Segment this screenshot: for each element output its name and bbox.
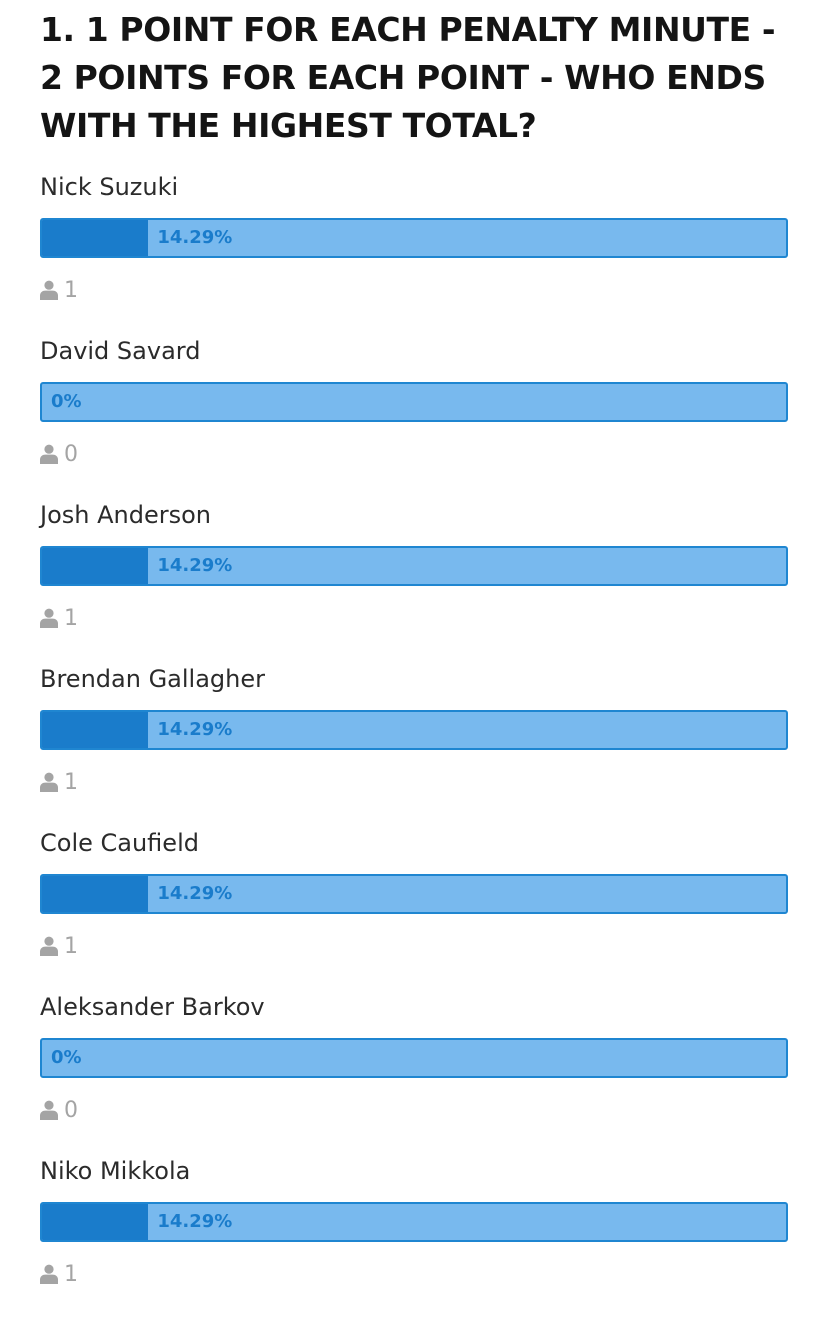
option-label: Aleksander Barkov (40, 993, 265, 1021)
voters[interactable]: 1 (40, 272, 78, 308)
poll-option: Brendan Gallagher 14.29% 1 (40, 664, 788, 828)
user-icon (40, 1264, 58, 1284)
poll: 1. 1 POINT FOR EACH PENALTY MINUTE - 2 P… (40, 0, 788, 1320)
option-label: Cole Caufield (40, 829, 199, 857)
voters[interactable]: 1 (40, 764, 78, 800)
result-percentage: 14.29% (157, 1211, 233, 1232)
result-percentage: 0% (51, 391, 82, 412)
voter-count: 0 (64, 441, 78, 467)
option-label: Nick Suzuki (40, 173, 179, 201)
poll-option: Aleksander Barkov 0% 0 (40, 992, 788, 1156)
voters[interactable]: 1 (40, 1256, 78, 1292)
option-label: Brendan Gallagher (40, 665, 265, 693)
poll-question: 1. 1 POINT FOR EACH PENALTY MINUTE - 2 P… (40, 10, 776, 145)
user-icon (40, 280, 58, 300)
result-percentage: 14.29% (157, 227, 233, 248)
voters[interactable]: 1 (40, 928, 78, 964)
result-bar[interactable]: 0% (40, 1038, 788, 1078)
option-label: Niko Mikkola (40, 1157, 191, 1185)
voter-count: 0 (64, 1097, 78, 1123)
user-icon (40, 772, 58, 792)
user-icon (40, 444, 58, 464)
user-icon (40, 936, 58, 956)
result-bar[interactable]: 0% (40, 382, 788, 422)
result-percentage: 14.29% (157, 555, 233, 576)
voters[interactable]: 0 (40, 1092, 78, 1128)
result-bar[interactable]: 14.29% (40, 1202, 788, 1242)
poll-option: David Savard 0% 0 (40, 336, 788, 500)
poll-option: Niko Mikkola 14.29% 1 (40, 1156, 788, 1320)
voter-count: 1 (64, 1261, 78, 1287)
option-label: Josh Anderson (40, 501, 211, 529)
result-bar[interactable]: 14.29% (40, 218, 788, 258)
result-bar-fill (42, 1204, 149, 1240)
user-icon (40, 1100, 58, 1120)
option-label: David Savard (40, 337, 201, 365)
result-bar-fill (42, 220, 149, 256)
result-bar-fill (42, 548, 149, 584)
voters[interactable]: 0 (40, 436, 78, 472)
result-bar[interactable]: 14.29% (40, 710, 788, 750)
result-percentage: 14.29% (157, 719, 233, 740)
poll-option: Josh Anderson 14.29% 1 (40, 500, 788, 664)
poll-option: Cole Caufield 14.29% 1 (40, 828, 788, 992)
result-bar[interactable]: 14.29% (40, 546, 788, 586)
voter-count: 1 (64, 277, 78, 303)
user-icon (40, 608, 58, 628)
result-bar-fill (42, 876, 149, 912)
result-percentage: 0% (51, 1047, 82, 1068)
voters[interactable]: 1 (40, 600, 78, 636)
voter-count: 1 (64, 769, 78, 795)
poll-option: Nick Suzuki 14.29% 1 (40, 172, 788, 336)
poll-options: Nick Suzuki 14.29% 1 David Savard 0% 0 J… (40, 172, 788, 1320)
voter-count: 1 (64, 605, 78, 631)
result-bar[interactable]: 14.29% (40, 874, 788, 914)
result-bar-fill (42, 712, 149, 748)
result-percentage: 14.29% (157, 883, 233, 904)
voter-count: 1 (64, 933, 78, 959)
